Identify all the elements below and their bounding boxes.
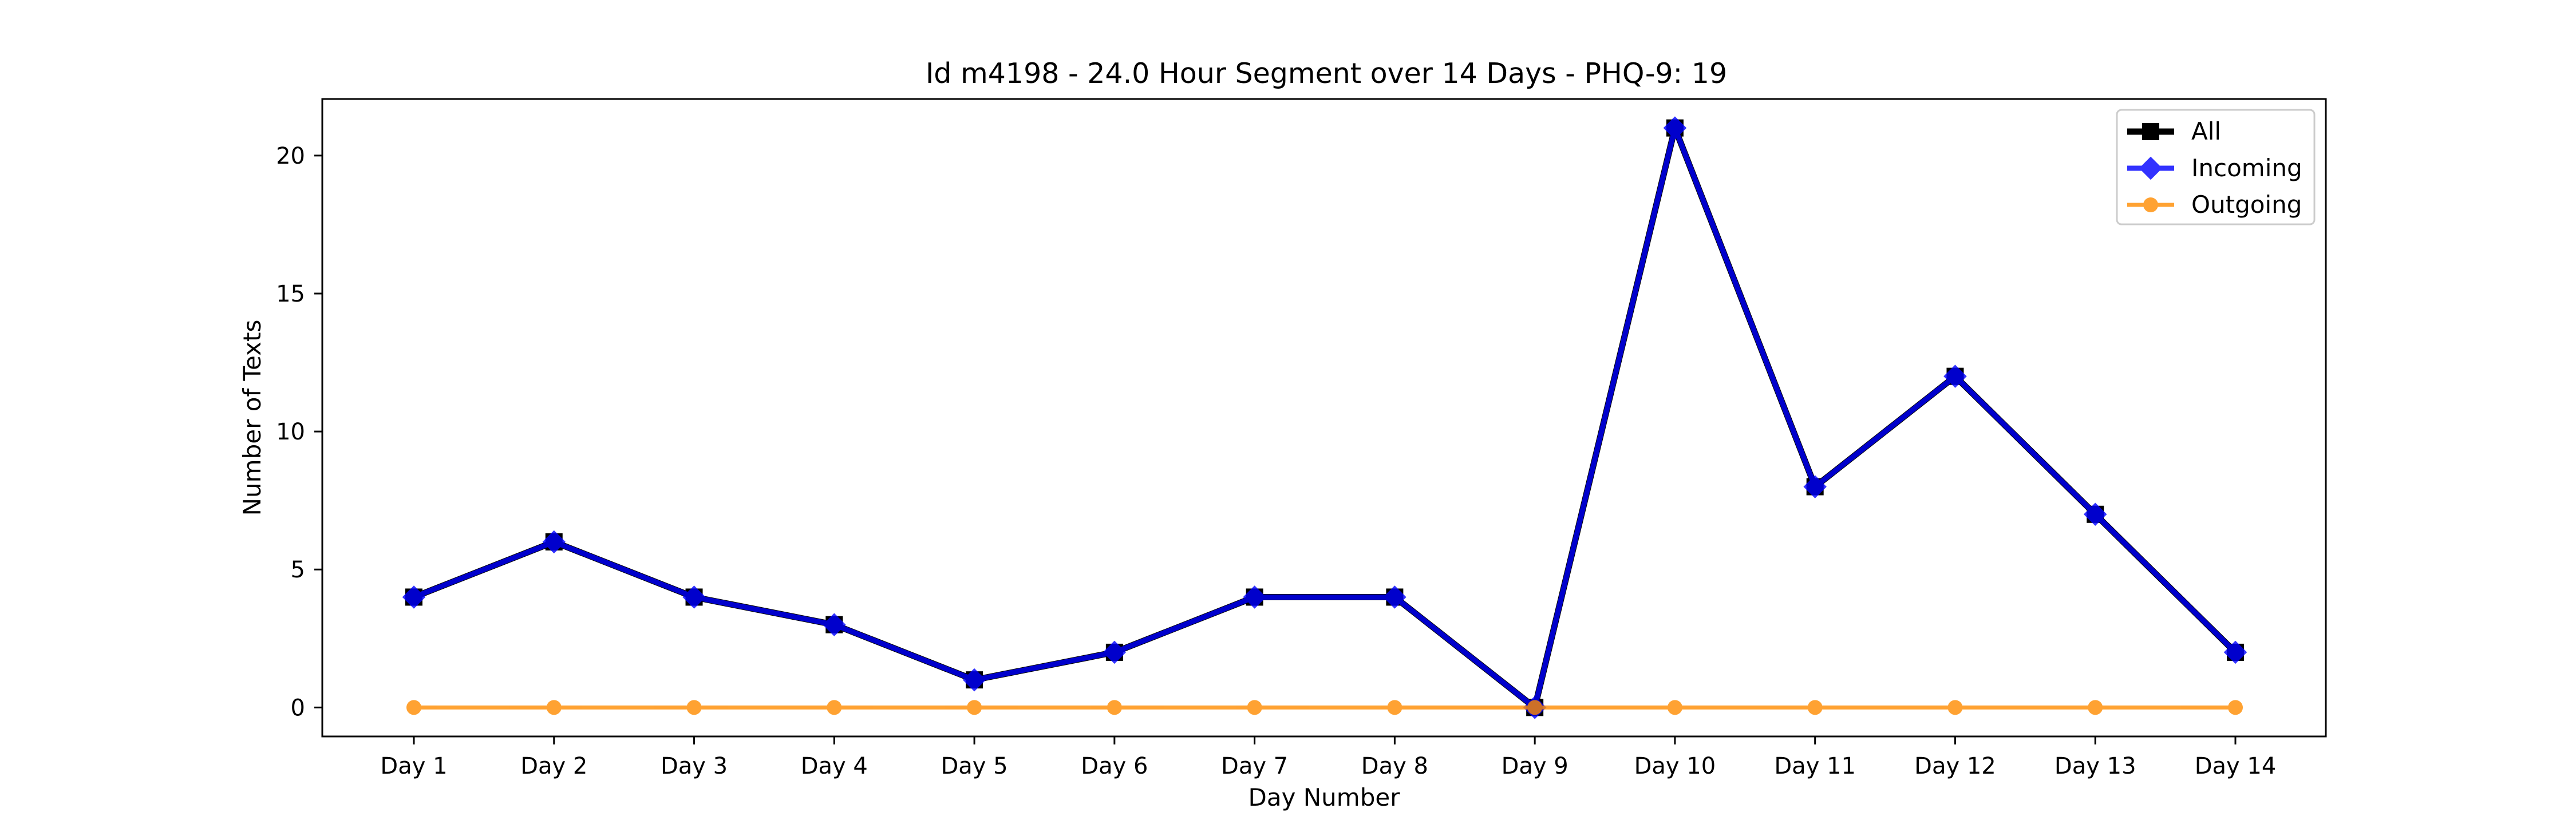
series-line-all bbox=[412, 125, 2238, 711]
y-tick-label: 5 bbox=[291, 557, 305, 583]
data-point-outgoing bbox=[1527, 700, 1543, 715]
data-point-outgoing bbox=[1247, 700, 1262, 715]
plot-frame bbox=[321, 98, 2327, 738]
x-tick-label: Day 13 bbox=[2055, 753, 2136, 779]
data-point-incoming bbox=[962, 668, 986, 692]
x-tick-label: Day 6 bbox=[1081, 753, 1148, 779]
data-point-incoming bbox=[402, 585, 426, 609]
data-point-outgoing bbox=[1667, 700, 1682, 715]
x-tick-label: Day 10 bbox=[1634, 753, 1716, 779]
data-point-incoming bbox=[1383, 585, 1406, 609]
y-tick-label: 15 bbox=[276, 281, 305, 307]
series-all bbox=[405, 119, 2244, 716]
series-line-incoming bbox=[413, 125, 2238, 710]
series-outgoing bbox=[406, 700, 2243, 715]
x-tick-label: Day 7 bbox=[1221, 753, 1288, 779]
data-point-incoming bbox=[1663, 116, 1687, 140]
y-tick-label: 0 bbox=[291, 695, 305, 721]
x-tick-label: Day 5 bbox=[941, 753, 1008, 779]
data-point-incoming bbox=[1943, 365, 1967, 388]
legend-label: All bbox=[2191, 117, 2221, 145]
x-tick-label: Day 11 bbox=[1774, 753, 1856, 779]
data-point-incoming bbox=[2223, 640, 2247, 664]
x-tick-label: Day 14 bbox=[2195, 753, 2277, 779]
data-point-outgoing bbox=[967, 700, 982, 715]
data-point-outgoing bbox=[1947, 700, 1963, 715]
data-point-incoming bbox=[542, 530, 566, 554]
x-tick-label: Day 2 bbox=[520, 753, 587, 779]
x-tick-label: Day 1 bbox=[380, 753, 447, 779]
data-point-incoming bbox=[682, 585, 706, 609]
data-point-outgoing bbox=[406, 700, 421, 715]
legend: All Incoming Outgoing bbox=[2116, 109, 2316, 225]
data-point-outgoing bbox=[2228, 700, 2243, 715]
data-point-incoming bbox=[1103, 640, 1127, 664]
x-tick-label: Day 3 bbox=[661, 753, 728, 779]
x-axis-label: Day Number bbox=[1248, 783, 1400, 811]
x-axis: Day 1 Day 2 Day 3 Day 4 Day 5 Day 6 Day 7 Day 8… bbox=[380, 736, 2276, 779]
x-tick-label: Day 8 bbox=[1361, 753, 1428, 779]
y-axis: 0 5 10 15 20 bbox=[276, 143, 322, 721]
legend-marker bbox=[2142, 123, 2159, 140]
y-tick-label: 10 bbox=[276, 419, 305, 445]
legend-item-outgoing bbox=[2127, 197, 2174, 212]
legend-marker bbox=[2143, 197, 2158, 212]
data-point-incoming bbox=[823, 613, 846, 636]
legend-label: Incoming bbox=[2191, 154, 2302, 182]
y-tick-label: 20 bbox=[276, 143, 305, 169]
legend-marker bbox=[2139, 156, 2163, 180]
data-point-incoming bbox=[2083, 502, 2107, 526]
plot-area bbox=[402, 116, 2247, 719]
x-tick-label: Day 9 bbox=[1502, 753, 1568, 779]
data-point-outgoing bbox=[827, 700, 842, 715]
data-point-outgoing bbox=[1807, 700, 1823, 715]
data-point-incoming bbox=[1243, 585, 1266, 609]
data-point-outgoing bbox=[1387, 700, 1402, 715]
data-point-outgoing bbox=[1107, 700, 1122, 715]
x-tick-label: Day 12 bbox=[1914, 753, 1996, 779]
legend-item-incoming bbox=[2127, 156, 2174, 180]
legend-item-all bbox=[2127, 123, 2174, 140]
y-axis-label: Number of Texts bbox=[238, 320, 266, 516]
data-point-outgoing bbox=[546, 700, 562, 715]
data-point-incoming bbox=[1803, 475, 1827, 498]
legend-label: Outgoing bbox=[2191, 191, 2302, 219]
series-incoming bbox=[402, 116, 2247, 719]
data-point-outgoing bbox=[686, 700, 702, 715]
x-tick-label: Day 4 bbox=[801, 753, 868, 779]
data-point-outgoing bbox=[2088, 700, 2103, 715]
chart-title: Id m4198 - 24.0 Hour Segment over 14 Day… bbox=[926, 57, 1727, 90]
legend-box bbox=[2116, 109, 2316, 225]
